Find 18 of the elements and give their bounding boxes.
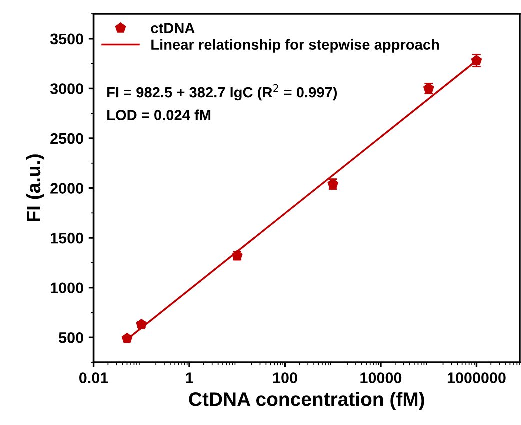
annotation: LOD = 0.024 fM	[108, 110, 211, 120]
legend-label: Linear relationship for stepwise approach	[152, 39, 440, 53]
x-tick-label: 1	[186, 372, 194, 384]
x-axis-title: CtDNA concentration (fM)	[189, 392, 424, 410]
y-axis-title: FI (a.u.)	[26, 154, 45, 222]
y-tick-label: 3500	[50, 34, 84, 45]
annotation: FI = 982.5 + 382.7 lgC (R$^{2}$ = 0.997)	[108, 84, 338, 101]
x-tick-label: 1000000	[448, 372, 506, 384]
x-tick-label: 100	[273, 372, 298, 384]
legend-label: ctDNA	[151, 23, 195, 34]
y-tick-label: 1000	[51, 282, 84, 294]
y-tick-label: 2500	[50, 133, 84, 144]
y-tick-label: 1500	[51, 232, 84, 244]
y-tick-label: 3000	[50, 84, 84, 94]
x-tick-label: 10000	[360, 372, 402, 384]
x-tick-label: 0.01	[80, 372, 108, 384]
y-tick-label: 2000	[50, 183, 84, 194]
y-tick-label: 500	[59, 332, 84, 344]
